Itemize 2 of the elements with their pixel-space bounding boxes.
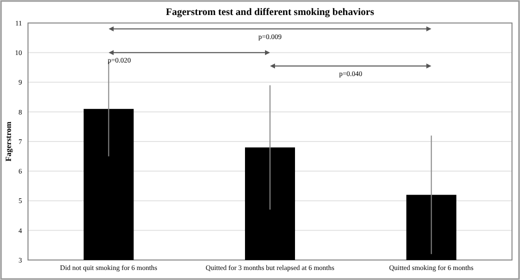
y-axis-title: Fagerstrom [4, 121, 13, 162]
chart-title: Fagerstrom test and different smoking behaviors [166, 7, 374, 18]
